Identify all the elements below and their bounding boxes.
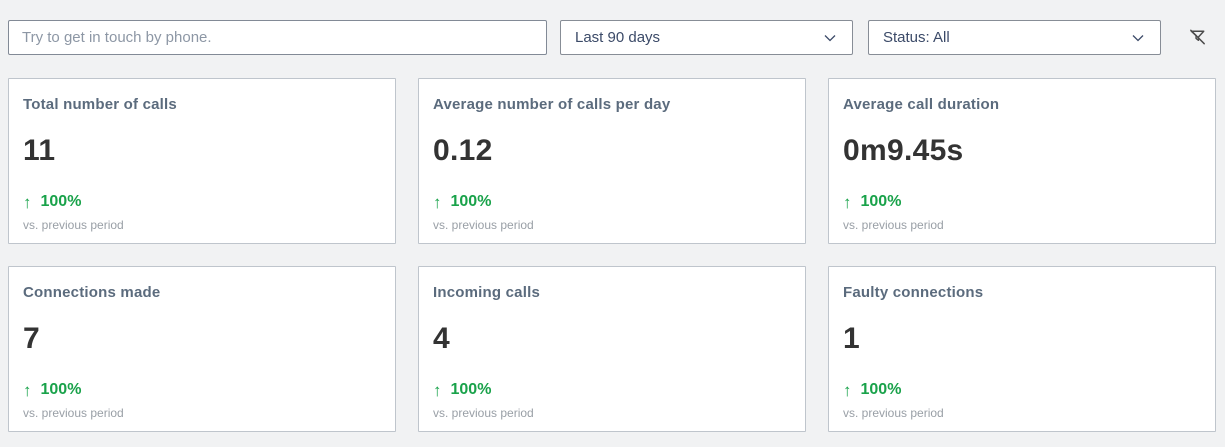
status-value: Status: All — [883, 29, 950, 46]
stat-card-total-calls: Total number of calls 11 ↑ 100% vs. prev… — [8, 78, 396, 244]
stat-card-incoming-calls: Incoming calls 4 ↑ 100% vs. previous per… — [418, 266, 806, 432]
stat-card-faulty-connections: Faulty connections 1 ↑ 100% vs. previous… — [828, 266, 1216, 432]
stat-cards-grid: Total number of calls 11 ↑ 100% vs. prev… — [8, 78, 1216, 432]
arrow-up-icon: ↑ — [843, 380, 852, 400]
comparison-label: vs. previous period — [23, 218, 124, 232]
card-value: 7 — [23, 322, 40, 355]
arrow-up-icon: ↑ — [433, 192, 442, 212]
card-change: ↑ 100% — [433, 381, 789, 399]
change-percent: 100% — [860, 193, 902, 210]
stat-card-avg-calls-per-day: Average number of calls per day 0.12 ↑ 1… — [418, 78, 806, 244]
card-value: 4 — [433, 322, 450, 355]
card-change: ↑ 100% — [433, 193, 789, 211]
change-percent: 100% — [450, 381, 492, 398]
arrow-up-icon: ↑ — [23, 380, 32, 400]
date-range-dropdown[interactable]: Last 90 days — [560, 20, 853, 55]
card-change: ↑ 100% — [23, 381, 379, 399]
comparison-label: vs. previous period — [843, 406, 944, 420]
change-percent: 100% — [450, 193, 492, 210]
card-change: ↑ 100% — [23, 193, 379, 211]
arrow-up-icon: ↑ — [433, 380, 442, 400]
comparison-label: vs. previous period — [843, 218, 944, 232]
chevron-down-icon — [822, 30, 838, 46]
card-title: Incoming calls — [433, 284, 540, 301]
change-percent: 100% — [40, 381, 82, 398]
status-dropdown[interactable]: Status: All — [868, 20, 1161, 55]
calls-dashboard: Last 90 days Status: All — [0, 0, 1225, 432]
filter-bar: Last 90 days Status: All — [0, 0, 1225, 55]
card-title: Total number of calls — [23, 96, 177, 113]
stat-card-connections-made: Connections made 7 ↑ 100% vs. previous p… — [8, 266, 396, 432]
filter-off-icon — [1186, 25, 1209, 51]
change-percent: 100% — [860, 381, 902, 398]
card-change: ↑ 100% — [843, 381, 1199, 399]
search-input[interactable] — [8, 20, 547, 55]
comparison-label: vs. previous period — [433, 218, 534, 232]
clear-filters-button[interactable] — [1178, 20, 1216, 55]
comparison-label: vs. previous period — [433, 406, 534, 420]
date-range-value: Last 90 days — [575, 29, 661, 46]
card-title: Connections made — [23, 284, 161, 301]
card-change: ↑ 100% — [843, 193, 1199, 211]
card-title: Average number of calls per day — [433, 96, 671, 113]
card-value: 1 — [843, 322, 860, 355]
arrow-up-icon: ↑ — [23, 192, 32, 212]
comparison-label: vs. previous period — [23, 406, 124, 420]
card-value: 11 — [23, 134, 56, 167]
card-title: Faulty connections — [843, 284, 984, 301]
card-title: Average call duration — [843, 96, 1000, 113]
chevron-down-icon — [1130, 30, 1146, 46]
card-value: 0.12 — [433, 134, 493, 167]
change-percent: 100% — [40, 193, 82, 210]
stat-card-avg-call-duration: Average call duration 0m9.45s ↑ 100% vs.… — [828, 78, 1216, 244]
card-value: 0m9.45s — [843, 134, 964, 167]
arrow-up-icon: ↑ — [843, 192, 852, 212]
